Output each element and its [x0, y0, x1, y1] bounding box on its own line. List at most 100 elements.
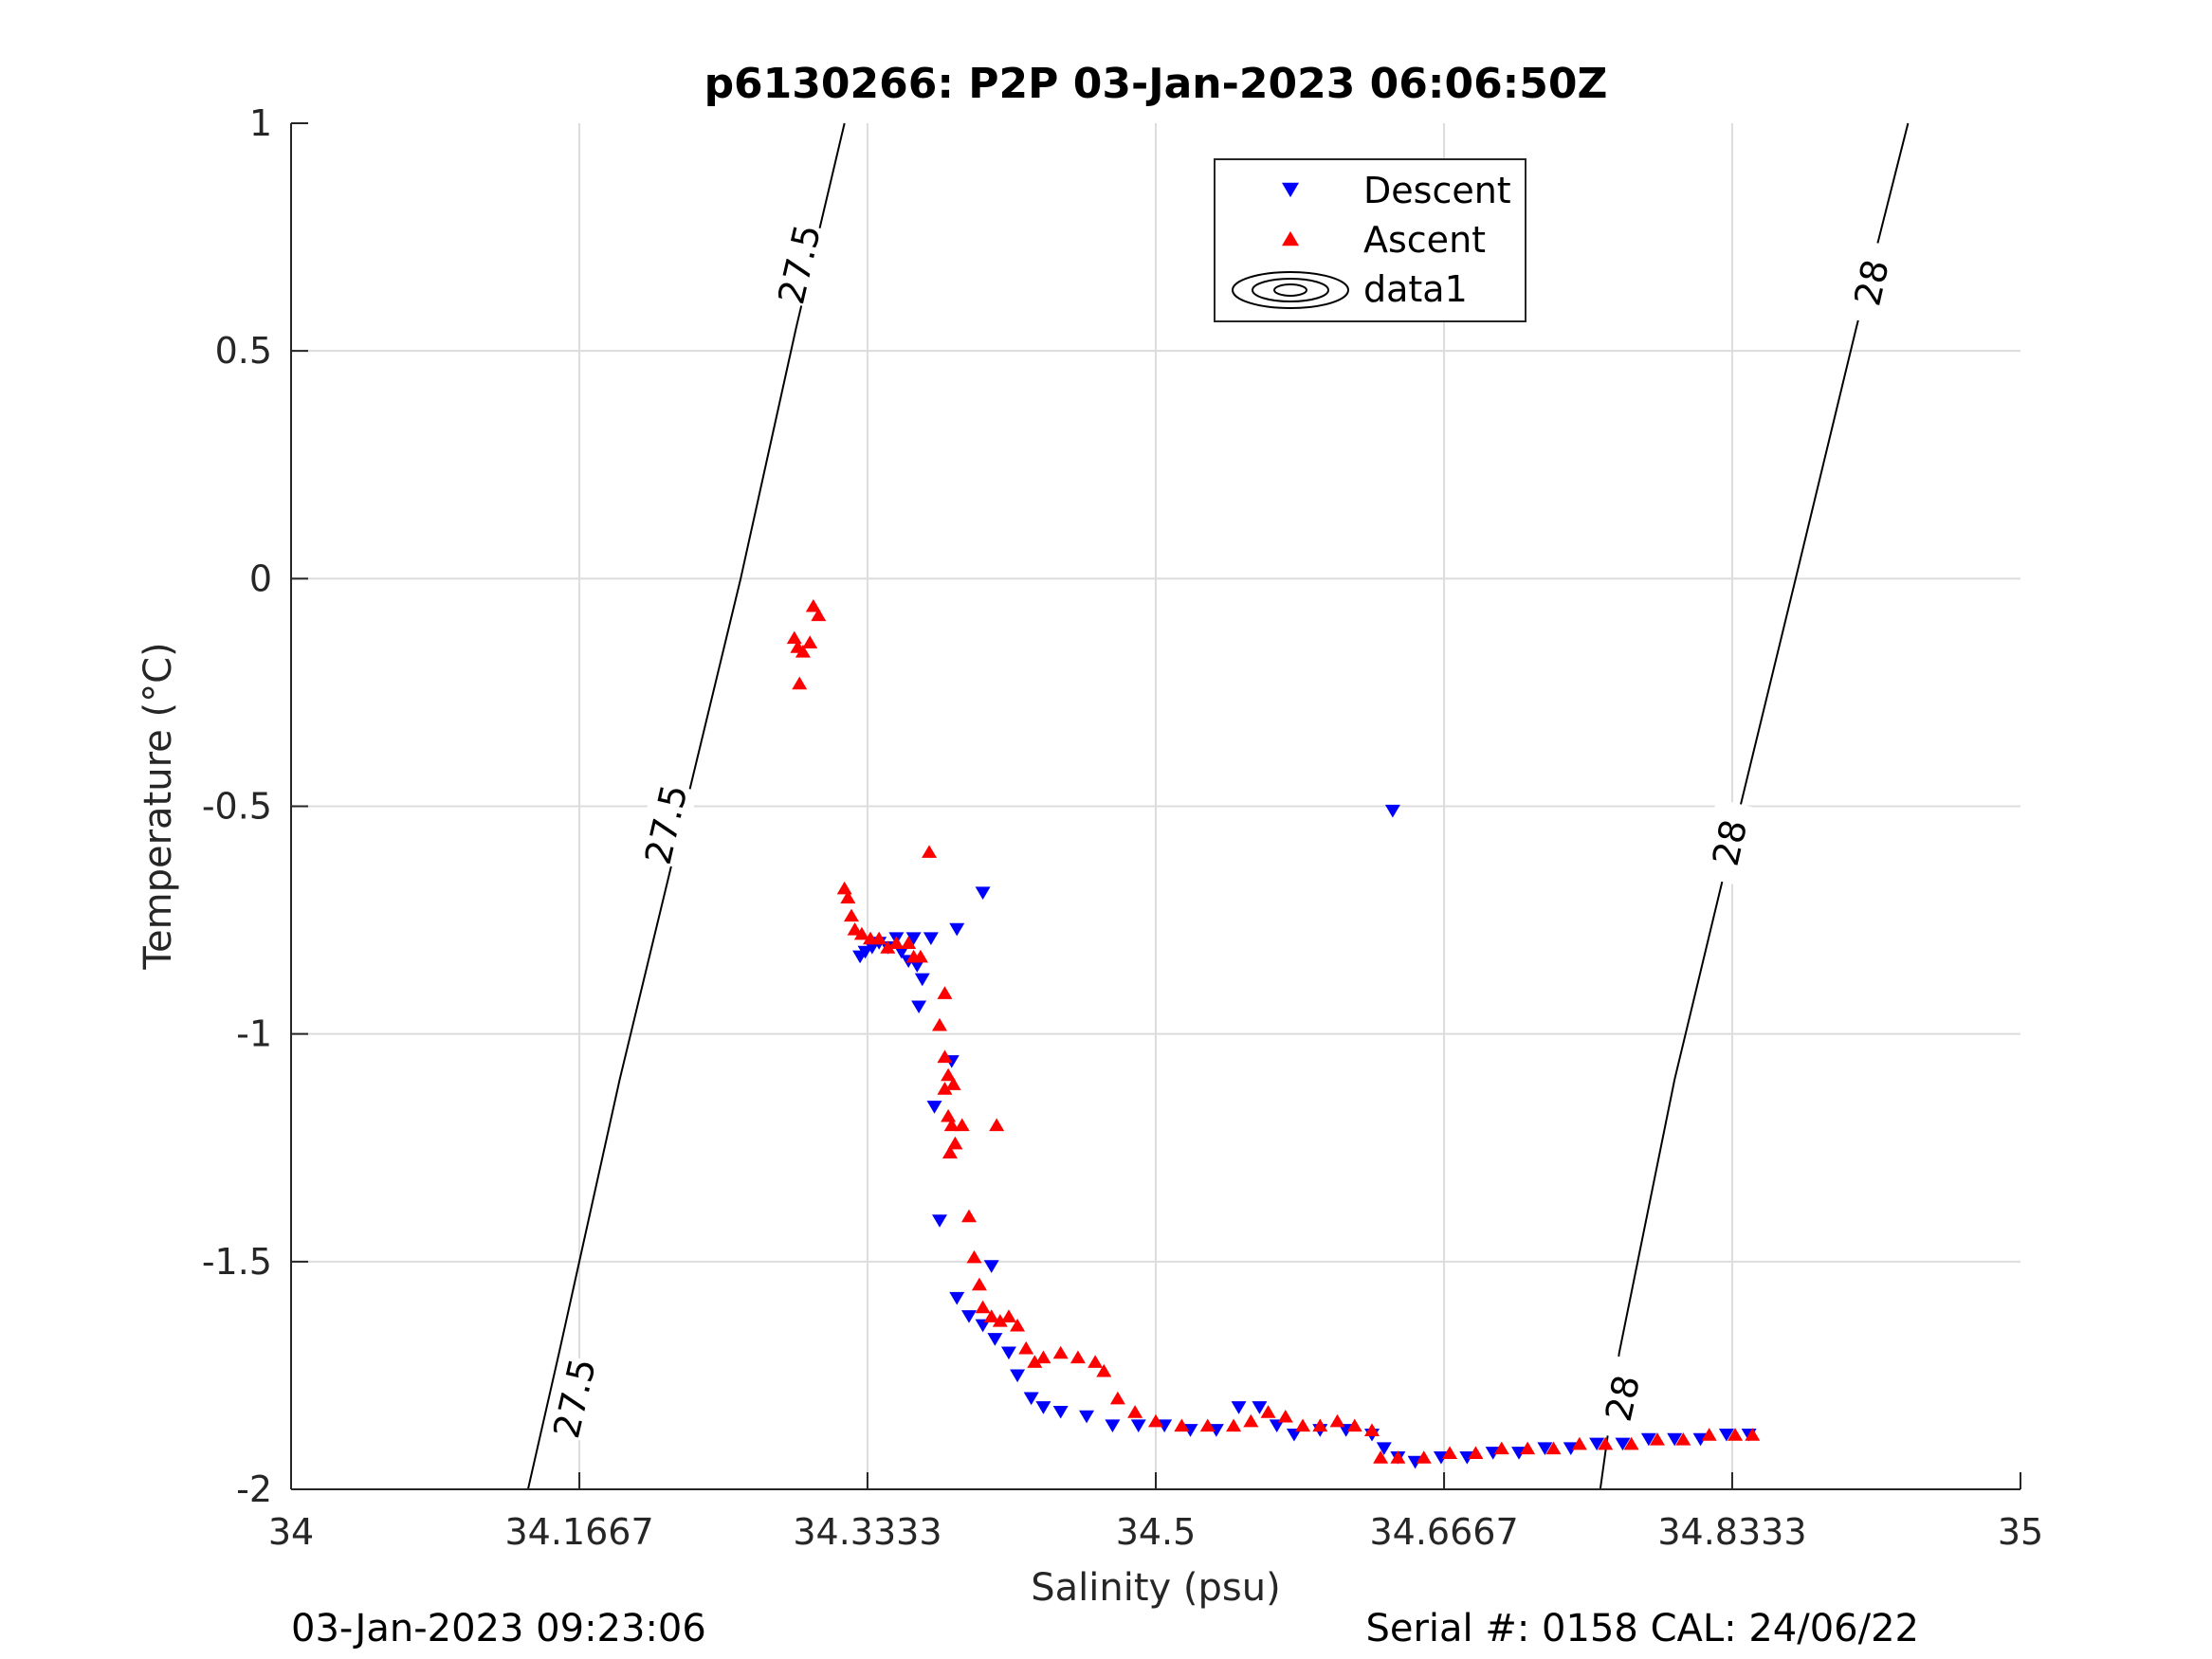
descent-point	[949, 922, 965, 937]
contour-label-bg	[1840, 238, 1903, 327]
ascent-point	[1052, 1345, 1069, 1359]
descent-point	[893, 945, 909, 959]
ascent-point	[1416, 1450, 1432, 1464]
descent-point	[857, 945, 873, 959]
ascent-point	[1346, 1418, 1362, 1432]
ascent-point	[961, 1209, 978, 1223]
descent-point	[914, 973, 930, 987]
descent-point	[1079, 1410, 1095, 1424]
ascent-point	[954, 1118, 970, 1132]
ascent-point	[871, 931, 887, 945]
descent-point	[1667, 1432, 1683, 1447]
ascent-point	[1027, 1355, 1043, 1368]
ascent-point	[971, 1277, 987, 1291]
ascent-point	[811, 608, 827, 622]
x-tick-label: 34.6667	[1369, 1511, 1518, 1553]
descent-point	[1376, 1442, 1392, 1455]
ascent-point	[992, 1314, 1008, 1327]
descent-point	[1589, 1437, 1605, 1451]
y-tick-label: 1	[249, 102, 272, 144]
ascent-point	[1295, 1418, 1311, 1432]
legend-ascent-marker	[1282, 230, 1299, 246]
x-tick-label: 34.5	[1116, 1511, 1197, 1553]
ascent-point	[922, 845, 938, 858]
descent-point	[1269, 1419, 1285, 1432]
ascent-point	[1468, 1446, 1484, 1459]
descent-point	[905, 932, 922, 945]
ascent-point	[840, 890, 856, 903]
descent-point	[983, 1260, 999, 1273]
ascent-point	[932, 1017, 947, 1031]
chart-title: p6130266: P2P 03-Jan-2023 06:06:50Z	[704, 60, 1608, 108]
descent-point	[1023, 1392, 1039, 1406]
contour-label: 28	[1705, 816, 1756, 870]
ascent-point	[983, 1309, 999, 1322]
ascent-point	[947, 1136, 963, 1150]
y-tick-labels: -2 -1.5 -1 -0.5 0 0.5 1	[202, 102, 272, 1510]
ascent-point	[836, 881, 852, 895]
ascent-point	[1728, 1428, 1744, 1441]
descent-point	[961, 1310, 978, 1323]
ascent-point	[792, 676, 808, 690]
descent-point	[949, 1291, 965, 1305]
ascent-point	[1545, 1441, 1562, 1455]
legend-ascent-label: Ascent	[1363, 219, 1486, 261]
descent-point	[1231, 1401, 1247, 1414]
contour-label-bg	[1698, 798, 1762, 887]
footer-timestamp: 03-Jan-2023 09:23:06	[291, 1607, 706, 1650]
ascent-point	[1199, 1418, 1216, 1432]
y-tick-label: 0	[249, 557, 272, 599]
descent-point	[1105, 1419, 1121, 1432]
ascent-point	[1174, 1418, 1190, 1432]
contour-label: 28	[1846, 256, 1897, 310]
descent-point	[1615, 1437, 1631, 1451]
descent-point	[1130, 1419, 1146, 1432]
ascent-point	[802, 635, 818, 648]
ascent-point	[989, 1118, 1005, 1132]
ascent-point	[1088, 1355, 1104, 1368]
ascent-point	[1373, 1450, 1389, 1464]
ascent-point	[901, 936, 917, 949]
x-tick-label: 35	[1998, 1511, 2043, 1553]
ascent-point	[1127, 1405, 1143, 1418]
legend-descent-marker	[1282, 182, 1299, 198]
ascent-point	[1623, 1436, 1639, 1450]
ascent-point	[975, 1300, 991, 1314]
descent-point	[1537, 1442, 1553, 1455]
ascent-point	[847, 921, 863, 936]
ascent-point	[880, 940, 896, 954]
axes	[290, 122, 2021, 1490]
y-tick-label: -2	[236, 1468, 272, 1510]
y-tick-label: -1	[236, 1013, 272, 1055]
ascent-point	[1329, 1413, 1345, 1428]
ascent-point	[1598, 1436, 1614, 1450]
contour-label-bg	[768, 220, 832, 309]
legend-contour-icon	[1232, 271, 1349, 309]
descent-point	[1384, 804, 1400, 818]
ascent-point	[1493, 1441, 1509, 1455]
x-tick-label: 34.1667	[504, 1511, 653, 1553]
legend-descent-label: Descent	[1363, 170, 1511, 211]
contour-label-bg	[543, 1354, 606, 1443]
ascent-point	[1390, 1450, 1406, 1464]
ascent-point	[1675, 1431, 1691, 1446]
ascent-point	[941, 1145, 958, 1158]
y-axis-label: Temperature (°C)	[137, 642, 180, 970]
legend: Descent Ascent data1	[1214, 158, 1526, 322]
ascent-point	[1096, 1363, 1112, 1377]
ascent-series	[786, 598, 1761, 1464]
contour-label-bg	[634, 780, 698, 869]
descent-point	[975, 1319, 991, 1333]
descent-point	[909, 959, 925, 973]
ascent-point	[945, 1077, 961, 1090]
x-tick-label: 34.3333	[793, 1511, 941, 1553]
legend-contour-label: data1	[1363, 268, 1468, 310]
ascent-point	[1649, 1431, 1665, 1446]
ascent-point	[912, 949, 928, 963]
descent-point	[864, 941, 880, 955]
ascent-point	[1442, 1446, 1458, 1459]
ascent-point	[1312, 1418, 1328, 1432]
footer-serial-cal: Serial #: 0158 CAL: 24/06/22	[1365, 1607, 1919, 1650]
